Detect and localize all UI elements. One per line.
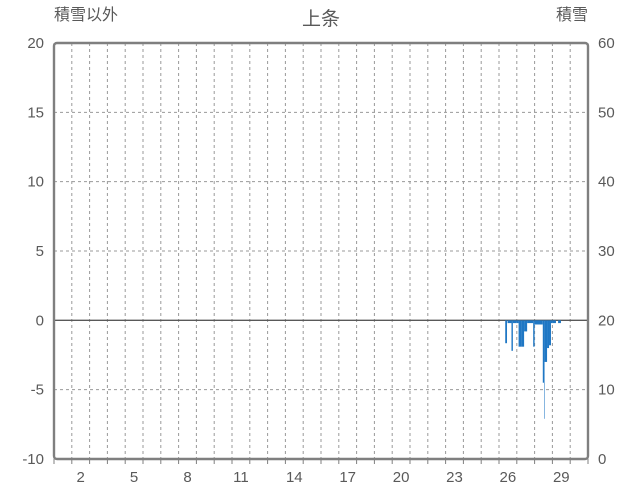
svg-text:60: 60 [598,35,615,52]
svg-text:50: 50 [598,104,615,121]
svg-text:10: 10 [27,174,44,191]
svg-text:29: 29 [553,469,570,486]
svg-text:-10: -10 [22,451,44,468]
svg-text:2: 2 [77,469,85,486]
svg-text:0: 0 [598,451,606,468]
svg-text:26: 26 [500,469,517,486]
svg-text:17: 17 [339,469,356,486]
svg-text:40: 40 [598,174,615,191]
svg-text:積雪以外: 積雪以外 [54,6,118,24]
svg-text:20: 20 [393,469,410,486]
svg-text:23: 23 [446,469,463,486]
svg-text:上条: 上条 [302,8,340,30]
svg-text:14: 14 [286,469,303,486]
svg-text:20: 20 [598,312,615,329]
svg-text:30: 30 [598,243,615,260]
svg-text:20: 20 [27,35,44,52]
svg-text:5: 5 [130,469,138,486]
svg-text:10: 10 [598,382,615,399]
svg-text:-5: -5 [31,382,44,399]
svg-text:15: 15 [27,104,44,121]
svg-text:11: 11 [233,469,249,486]
svg-text:8: 8 [183,469,191,486]
svg-text:積雪: 積雪 [556,6,588,24]
svg-text:0: 0 [36,312,44,329]
svg-text:5: 5 [36,243,44,260]
